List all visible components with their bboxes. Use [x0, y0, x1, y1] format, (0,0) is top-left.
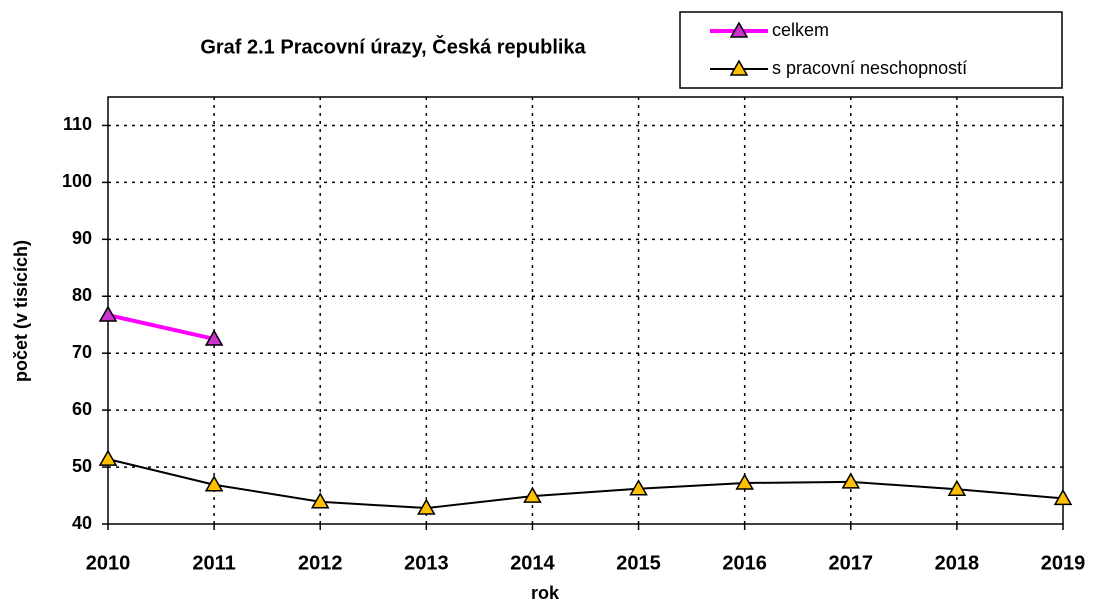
- marker: [310, 492, 330, 509]
- marker: [1053, 488, 1073, 506]
- marker: [204, 329, 224, 346]
- legend-marker: [729, 59, 749, 76]
- x-tick-label: 2018: [935, 552, 980, 574]
- plot-area: [107, 96, 1064, 525]
- series-line: [107, 458, 1064, 510]
- y-axis-label: počet (v tisících): [11, 240, 31, 382]
- y-tick-label: 40: [72, 513, 92, 533]
- y-tick-label: 90: [72, 228, 92, 248]
- x-tick-label: 2015: [616, 552, 661, 574]
- x-tick-label: 2016: [722, 552, 767, 574]
- marker: [523, 486, 542, 503]
- x-tick-label: 2017: [829, 552, 874, 574]
- marker: [735, 473, 754, 490]
- y-tick-label: 80: [72, 285, 92, 305]
- marker: [417, 498, 436, 515]
- marker: [629, 479, 648, 496]
- x-tick-label: 2019: [1041, 552, 1086, 574]
- marker: [947, 479, 967, 497]
- x-tick-label: 2014: [510, 552, 555, 574]
- marker: [98, 305, 118, 322]
- marker: [98, 449, 118, 466]
- legend-label: celkem: [772, 20, 829, 40]
- marker: [204, 475, 224, 492]
- series-line: [107, 313, 215, 341]
- y-tick-label: 70: [72, 342, 92, 362]
- legend-marker: [729, 21, 749, 38]
- x-tick-label: 2011: [192, 552, 235, 574]
- y-tick-label: 100: [62, 171, 92, 191]
- marker: [841, 472, 861, 489]
- chart-title: Graf 2.1 Pracovní úrazy, Česká republika: [200, 34, 586, 58]
- y-tick-label: 110: [63, 114, 92, 134]
- legend-label: s pracovní neschopností: [772, 58, 967, 78]
- x-axis-label: rok: [531, 583, 560, 603]
- x-tick-label: 2012: [298, 552, 343, 574]
- y-tick-label: 60: [72, 399, 92, 419]
- y-tick-label: 50: [72, 456, 92, 476]
- x-tick-label: 2013: [404, 552, 449, 574]
- x-tick-label: 2010: [86, 552, 131, 574]
